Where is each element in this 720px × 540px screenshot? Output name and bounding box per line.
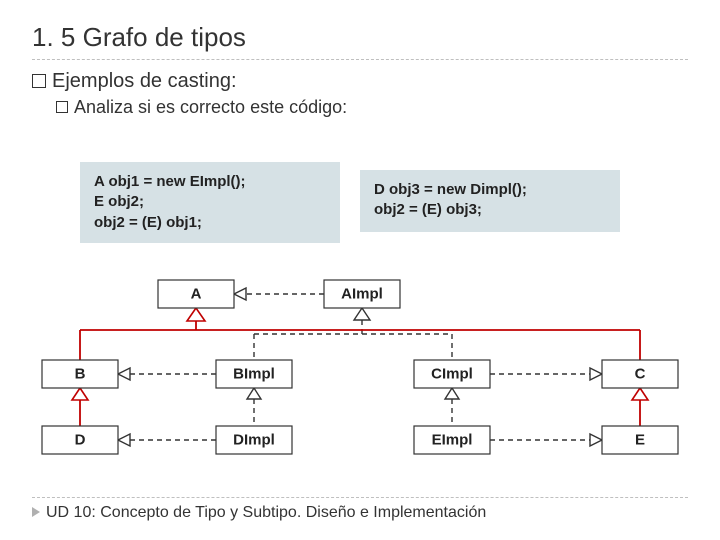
svg-text:C: C	[635, 366, 646, 383]
slide-footer: UD 10: Concepto de Tipo y Subtipo. Diseñ…	[32, 497, 688, 522]
svg-text:E: E	[635, 432, 645, 449]
svg-text:EImpl: EImpl	[432, 432, 473, 449]
svg-text:AImpl: AImpl	[341, 286, 383, 303]
code-box-right: D obj3 = new Dimpl();obj2 = (E) obj3;	[360, 170, 620, 232]
title-separator	[32, 59, 688, 60]
bullet-level-2: Analiza si es correcto este código:	[56, 97, 688, 118]
bullet-box-icon	[56, 101, 68, 113]
bullet-box-icon	[32, 74, 46, 88]
svg-text:A: A	[191, 286, 202, 303]
bullet2-text: Analiza si es correcto este código:	[74, 97, 347, 117]
footer-arrow-icon	[32, 507, 40, 517]
bullet-level-1: Ejemplos de casting:	[32, 70, 688, 93]
svg-text:D: D	[75, 432, 86, 449]
svg-text:B: B	[75, 366, 86, 383]
footer-separator	[32, 497, 688, 498]
svg-text:CImpl: CImpl	[431, 366, 473, 383]
svg-text:BImpl: BImpl	[233, 366, 275, 383]
type-graph-diagram: A AImpl B BImpl CImpl C D DImpl EImpl E	[32, 272, 688, 482]
slide: 1. 5 Grafo de tipos Ejemplos de casting:…	[0, 0, 720, 540]
code-box-left: A obj1 = new EImpl();E obj2;obj2 = (E) o…	[80, 162, 340, 243]
bullet1-text: Ejemplos de casting:	[52, 70, 237, 92]
slide-title: 1. 5 Grafo de tipos	[32, 22, 688, 53]
svg-text:DImpl: DImpl	[233, 432, 275, 449]
footer-text: UD 10: Concepto de Tipo y Subtipo. Diseñ…	[46, 504, 486, 521]
